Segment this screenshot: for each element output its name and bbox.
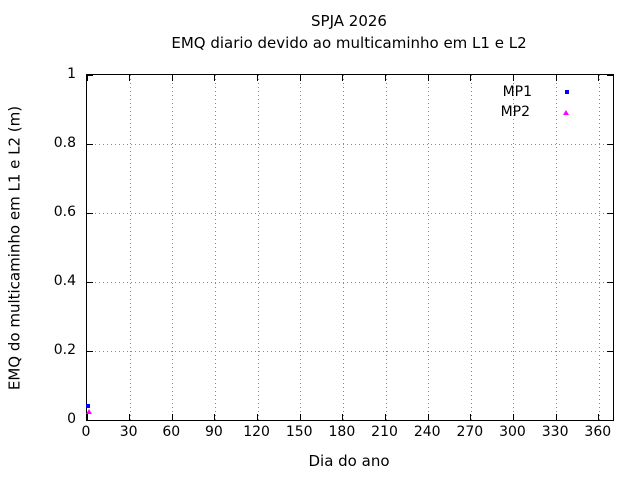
x-tick-label: 210 [371,424,398,440]
gridline-vertical [257,75,259,420]
x-tick-label: 0 [81,424,91,440]
x-tick-label: 330 [541,424,569,440]
tick-mark [86,75,88,81]
gridline-vertical [470,75,472,420]
tick-mark [342,414,344,420]
x-tick-label: 30 [119,424,138,440]
tick-mark [385,414,387,420]
x-tick-label: 60 [162,424,181,440]
tick-mark [257,414,259,420]
x-tick-label: 240 [413,424,441,440]
gridline-horizontal [87,351,613,352]
x-tick-label: 180 [328,424,356,440]
tick-mark [257,75,259,81]
gridline-vertical [556,75,558,420]
tick-mark [342,75,344,81]
tick-mark [427,414,429,420]
gridline-vertical [129,75,131,420]
gridline-vertical [214,75,216,420]
tick-mark [470,75,472,81]
x-axis-label: Dia do ano [308,452,390,470]
tick-mark [385,75,387,81]
tick-mark [129,75,131,81]
chart-title: SPJA 2026 [311,12,387,30]
tick-mark [87,419,93,421]
data-point-mp1 [86,404,91,409]
tick-mark [470,414,472,420]
gridline-vertical [342,75,344,420]
tick-mark [607,281,613,283]
gridline-vertical [513,75,515,420]
tick-mark [171,414,173,420]
gridline-vertical [428,75,430,420]
tick-mark [427,75,429,81]
tick-mark [607,350,613,352]
y-tick-label: 0.6 [53,204,76,220]
tick-mark [87,143,93,145]
tick-mark [214,414,216,420]
x-tick-label: 360 [584,424,612,440]
gridline-horizontal [87,282,613,283]
gridline-vertical [385,75,387,420]
tick-mark [87,212,93,214]
x-tick-label: 90 [205,424,223,440]
tick-mark [299,75,301,81]
tick-mark [214,75,216,81]
gridline-horizontal [87,213,613,214]
y-tick-label: 0 [67,411,76,427]
gridline-horizontal [87,144,613,145]
x-tick-label: 150 [285,424,313,440]
tick-mark [598,75,600,81]
legend-gap [532,92,565,93]
gridline-vertical [172,75,174,420]
tick-mark [87,281,93,283]
tick-mark [555,75,557,81]
y-tick-label: 0.2 [53,342,76,358]
tick-mark [512,75,514,81]
legend-marker-square [565,90,569,94]
tick-mark [555,414,557,420]
gridline-vertical [300,75,302,420]
x-tick-label: 300 [499,424,526,440]
tick-mark [607,419,613,421]
tick-mark [299,414,301,420]
tick-mark [598,414,600,420]
legend-label: MP2 [500,104,530,120]
tick-mark [86,414,88,420]
tick-mark [87,74,93,76]
x-tick-label: 270 [456,424,484,440]
tick-mark [607,74,613,76]
tick-mark [607,212,613,214]
x-tick-label: 120 [243,424,270,440]
legend-entry-mp2: MP2 [501,102,569,122]
tick-mark [171,75,173,81]
y-axis-label: EMQ do multicaminho em L1 e L2 (m) [5,105,24,391]
tick-mark [607,143,613,145]
legend-entry-mp1: MP1 [503,82,569,102]
plot-area: MP1 MP2 [86,74,614,421]
chart-subtitle: EMQ diario devido ao multicaminho em L1 … [171,34,527,52]
legend-marker-triangle [563,109,569,115]
gridline-vertical [598,75,600,420]
y-tick-label: 0.4 [53,273,76,289]
y-tick-label: 1 [67,66,76,82]
legend-gap [530,112,563,113]
tick-mark [129,414,131,420]
y-tick-label: 0.8 [53,135,76,151]
tick-mark [512,414,514,420]
data-point-mp2 [86,408,93,414]
legend-label: MP1 [502,84,532,100]
tick-mark [87,350,93,352]
